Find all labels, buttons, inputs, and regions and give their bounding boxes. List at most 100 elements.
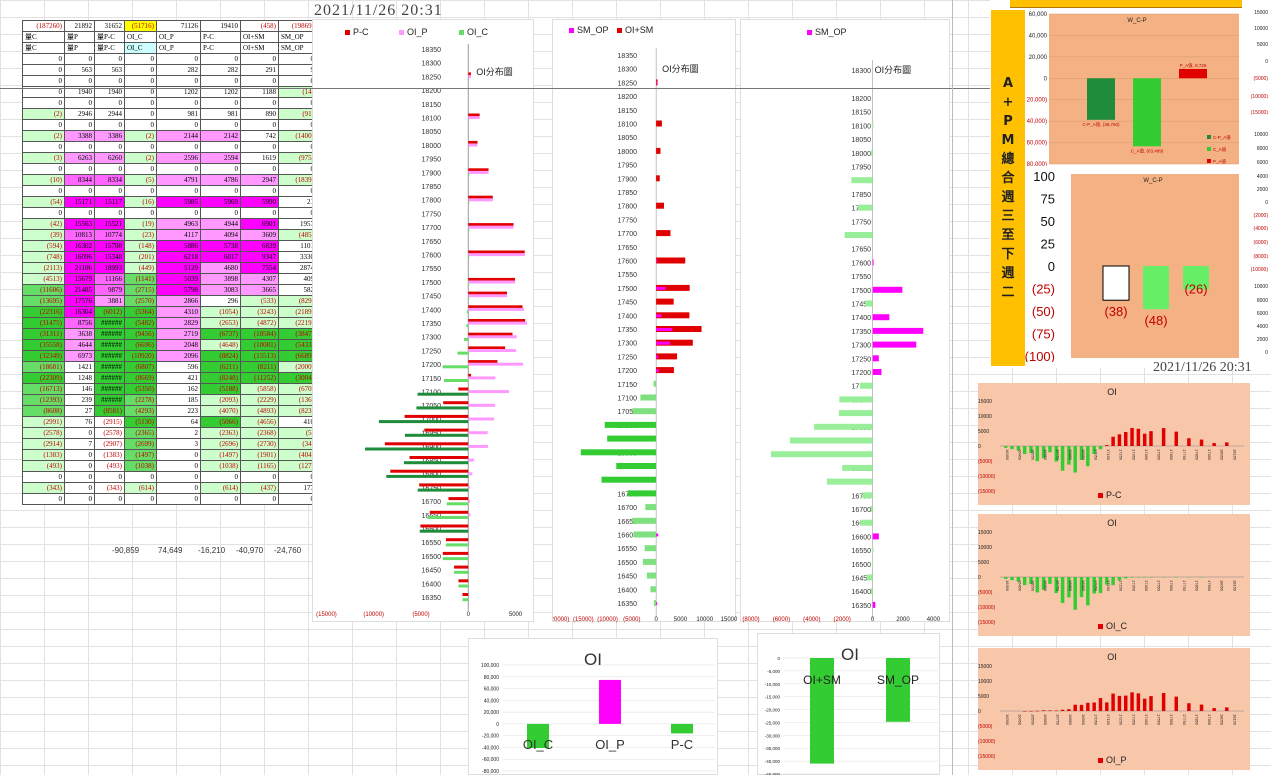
table-cell[interactable]: 0 bbox=[278, 163, 317, 175]
table-cell[interactable]: 2142 bbox=[200, 130, 241, 142]
table-cell[interactable]: 4644 bbox=[64, 339, 95, 351]
table-cell[interactable]: 0 bbox=[22, 97, 65, 109]
table-cell[interactable]: 3881 bbox=[94, 295, 125, 307]
total-value[interactable]: -40,970 bbox=[236, 546, 264, 555]
table-cell[interactable]: (1165) bbox=[240, 460, 279, 472]
table-cell[interactable]: (404) bbox=[278, 449, 317, 461]
table-cell[interactable]: 0 bbox=[240, 53, 279, 65]
table-cell[interactable]: 8756 bbox=[64, 317, 95, 329]
table-cell[interactable]: 0 bbox=[156, 185, 201, 197]
table-cell[interactable]: 0 bbox=[200, 163, 241, 175]
table-cell[interactable]: (13695) bbox=[22, 295, 65, 307]
table-cell[interactable]: (594) bbox=[22, 240, 65, 252]
table-cell[interactable]: 0 bbox=[64, 460, 95, 472]
table-cell[interactable]: (1141) bbox=[124, 273, 157, 285]
table-cell[interactable]: (11606) bbox=[22, 284, 65, 296]
table-cell[interactable]: 0 bbox=[64, 427, 95, 439]
table-cell[interactable]: (8824) bbox=[200, 350, 241, 362]
table-cell[interactable]: 0 bbox=[22, 493, 65, 505]
table-cell[interactable]: OI+SM bbox=[240, 42, 279, 54]
table-cell[interactable]: 282 bbox=[156, 64, 201, 76]
table-cell[interactable]: 5738 bbox=[200, 240, 241, 252]
table-cell[interactable]: 0 bbox=[94, 163, 125, 175]
table-cell[interactable]: 15171 bbox=[64, 196, 95, 208]
table-cell[interactable]: 0 bbox=[200, 75, 241, 87]
table-cell[interactable]: ###### bbox=[94, 339, 125, 351]
table-cell[interactable]: ###### bbox=[94, 361, 125, 373]
table-cell[interactable]: (2189) bbox=[278, 306, 317, 318]
table-cell[interactable]: 16096 bbox=[64, 251, 95, 263]
table-cell[interactable]: 0 bbox=[94, 471, 125, 483]
table-cell[interactable]: (4070) bbox=[200, 405, 241, 417]
table-cell[interactable]: (748) bbox=[22, 251, 65, 263]
table-cell[interactable]: SM_OP bbox=[278, 31, 317, 43]
table-cell[interactable]: (2229) bbox=[240, 394, 279, 406]
table-cell[interactable]: 6218 bbox=[156, 251, 201, 263]
table-cell[interactable]: (1901) bbox=[240, 449, 279, 461]
table-cell[interactable]: 21485 bbox=[64, 284, 95, 296]
table-cell[interactable]: 0 bbox=[124, 471, 157, 483]
table-cell[interactable]: 0 bbox=[124, 75, 157, 87]
table-cell[interactable]: 0 bbox=[64, 449, 95, 461]
table-cell[interactable]: (2914) bbox=[22, 438, 65, 450]
table-cell[interactable]: (51716) bbox=[124, 20, 157, 32]
table-cell[interactable]: 2594 bbox=[200, 152, 241, 164]
table-cell[interactable]: (54) bbox=[22, 196, 65, 208]
table-cell[interactable]: (4513) bbox=[22, 273, 65, 285]
table-cell[interactable]: (2000) bbox=[278, 361, 317, 373]
table-cell[interactable]: (2730) bbox=[240, 438, 279, 450]
table-cell[interactable]: (2219) bbox=[278, 317, 317, 329]
table-cell[interactable]: 4944 bbox=[200, 218, 241, 230]
table-cell[interactable]: (201) bbox=[124, 251, 157, 263]
table-cell[interactable]: 0 bbox=[124, 64, 157, 76]
table-cell[interactable]: (2578) bbox=[94, 427, 125, 439]
table-cell[interactable]: 0 bbox=[278, 471, 317, 483]
table-cell[interactable]: 0 bbox=[22, 64, 65, 76]
table-cell[interactable]: 量P-C bbox=[94, 31, 125, 43]
table-cell[interactable]: 5969 bbox=[200, 196, 241, 208]
table-cell[interactable]: 3083 bbox=[200, 284, 241, 296]
table-cell[interactable]: (2) bbox=[124, 152, 157, 164]
table-cell[interactable]: 0 bbox=[278, 207, 317, 219]
table-cell[interactable]: 0 bbox=[240, 75, 279, 87]
table-cell[interactable]: (533) bbox=[240, 295, 279, 307]
table-cell[interactable]: (823) bbox=[278, 405, 317, 417]
table-cell[interactable]: (2653) bbox=[200, 317, 241, 329]
table-cell[interactable]: 0 bbox=[156, 119, 201, 131]
table-cell[interactable]: (975) bbox=[278, 152, 317, 164]
table-cell[interactable]: (3004) bbox=[278, 372, 317, 384]
table-cell[interactable]: 582 bbox=[278, 284, 317, 296]
table-cell[interactable]: (4872) bbox=[240, 317, 279, 329]
table-cell[interactable]: 291 bbox=[240, 64, 279, 76]
table-cell[interactable]: (3243) bbox=[240, 306, 279, 318]
table-cell[interactable]: 0 bbox=[156, 141, 201, 153]
table-cell[interactable]: (10920) bbox=[124, 350, 157, 362]
table-cell[interactable]: 0 bbox=[94, 119, 125, 131]
table-cell[interactable]: 6017 bbox=[200, 251, 241, 263]
table-cell[interactable]: 17576 bbox=[64, 295, 95, 307]
table-cell[interactable]: (2699) bbox=[124, 438, 157, 450]
table-cell[interactable]: 21 bbox=[278, 196, 317, 208]
table-cell[interactable]: (4293) bbox=[124, 405, 157, 417]
table-cell[interactable]: 0 bbox=[200, 185, 241, 197]
table-cell[interactable]: 10813 bbox=[64, 229, 95, 241]
table-cell[interactable]: (1038) bbox=[124, 460, 157, 472]
table-cell[interactable]: 0 bbox=[156, 449, 201, 461]
table-cell[interactable]: (614) bbox=[200, 482, 241, 494]
table-cell[interactable]: 223 bbox=[156, 405, 201, 417]
total-value[interactable]: -90,859 bbox=[112, 546, 140, 555]
table-cell[interactable]: 0 bbox=[94, 207, 125, 219]
table-cell[interactable]: 5129 bbox=[156, 262, 201, 274]
table-cell[interactable]: 31652 bbox=[94, 20, 125, 32]
table-cell[interactable]: (343) bbox=[94, 482, 125, 494]
table-cell[interactable]: 3388 bbox=[64, 130, 95, 142]
table-cell[interactable]: (16) bbox=[124, 196, 157, 208]
table-cell[interactable]: 0 bbox=[156, 75, 201, 87]
table-cell[interactable]: (343) bbox=[22, 482, 65, 494]
table-cell[interactable]: (8211) bbox=[240, 361, 279, 373]
table-cell[interactable]: 2719 bbox=[156, 328, 201, 340]
table-cell[interactable]: 1957 bbox=[278, 218, 317, 230]
table-cell[interactable]: P-C bbox=[200, 42, 241, 54]
table-cell[interactable]: ###### bbox=[94, 372, 125, 384]
table-cell[interactable]: 0 bbox=[64, 97, 95, 109]
